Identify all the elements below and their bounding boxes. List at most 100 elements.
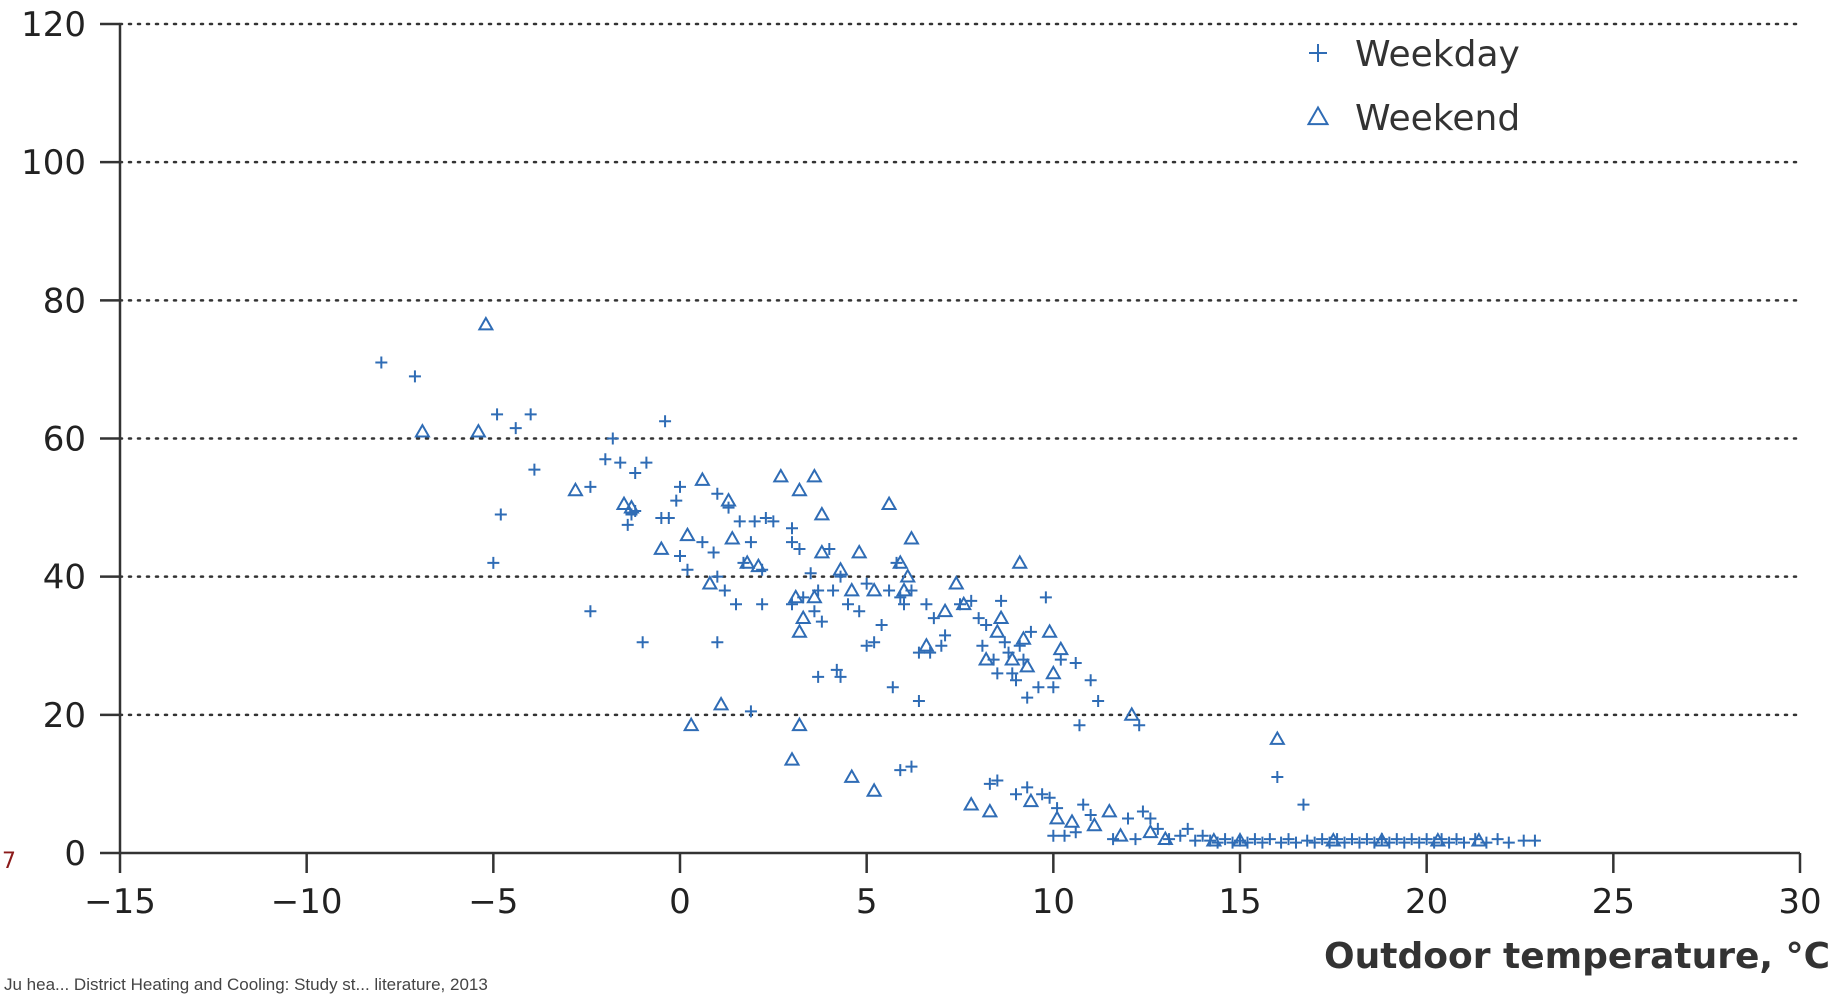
y-tick-label: 40 — [43, 558, 86, 598]
y-tick-label: 0 — [64, 834, 86, 874]
weekend-point — [850, 543, 868, 559]
weekday-point — [730, 598, 742, 611]
y-axis-ticks: 0 20 40 60 80 100 120 — [21, 5, 120, 874]
weekend-point — [794, 609, 812, 624]
weekday-point — [834, 570, 847, 583]
weekday-point — [1383, 836, 1396, 849]
source-footnote: Ju hea... District Heating and Cooling: … — [4, 975, 488, 994]
weekend-point — [1373, 832, 1391, 847]
weekday-point — [487, 556, 500, 569]
legend-weekday-marker — [1309, 44, 1327, 62]
weekend-point — [1429, 832, 1447, 847]
weekday-point — [965, 594, 978, 607]
weekday-point — [1021, 691, 1034, 704]
weekend-point — [738, 554, 756, 569]
weekday-point — [1316, 833, 1329, 846]
weekend-point — [1269, 730, 1286, 745]
weekday-point — [868, 636, 881, 649]
weekday-point — [1405, 833, 1418, 846]
weekday-point — [408, 370, 421, 383]
weekend-point — [1157, 830, 1174, 846]
weekend-point — [720, 492, 737, 507]
weekday-point — [898, 598, 910, 611]
weekday-point — [1196, 829, 1209, 842]
weekend-point — [623, 499, 640, 514]
x-tick-label: 0 — [669, 882, 691, 922]
legend-weekday-label: Weekday — [1355, 34, 1520, 75]
weekend-point — [1018, 657, 1036, 673]
weekday-point — [1047, 829, 1060, 842]
weekday-point — [886, 681, 899, 694]
weekend-point — [1470, 832, 1488, 847]
weekday-point — [972, 612, 985, 625]
weekday-point — [759, 511, 772, 524]
weekday-point — [1275, 836, 1288, 849]
weekend-point — [791, 481, 808, 497]
weekday-point — [924, 646, 937, 659]
weekday-point — [1092, 695, 1105, 708]
weekday-point — [786, 522, 798, 535]
weekday-point — [1129, 833, 1142, 846]
weekend-point — [470, 423, 487, 438]
weekday-point — [1069, 826, 1082, 839]
x-tick-label: 10 — [1032, 882, 1075, 922]
weekend-point — [895, 581, 913, 597]
weekday-point — [696, 536, 709, 549]
weekday-point — [1010, 674, 1022, 687]
weekday-point — [998, 636, 1011, 649]
x-tick-label: −15 — [84, 882, 156, 922]
weekday-point — [894, 764, 907, 777]
weekday-point — [860, 639, 873, 652]
weekday-point — [808, 605, 821, 618]
weekend-point — [783, 751, 801, 766]
weekday-point — [1502, 836, 1515, 849]
weekday-point — [1413, 836, 1426, 849]
weekday-point — [875, 619, 888, 632]
weekend-point — [977, 651, 995, 666]
x-tick-label: −10 — [271, 882, 343, 922]
weekend-point — [1231, 832, 1249, 847]
weekday-point — [1073, 719, 1086, 732]
weekday-point — [1219, 833, 1232, 846]
weekday-point — [912, 646, 925, 659]
weekday-point — [636, 636, 649, 649]
weekday-point — [823, 543, 836, 556]
weekday-point — [894, 591, 907, 604]
weekday-point — [1226, 836, 1239, 849]
weekday-point — [629, 467, 642, 480]
weekend-point — [992, 609, 1010, 624]
weekday-point — [1450, 833, 1463, 846]
weekend-point — [567, 481, 584, 497]
weekday-point — [1189, 834, 1202, 847]
weekday-point — [707, 546, 720, 559]
weekday-point — [1308, 836, 1321, 849]
weekday-point — [1144, 812, 1157, 825]
weekend-point — [813, 543, 831, 559]
weekday-point — [1398, 836, 1411, 849]
weekend-point — [843, 581, 860, 597]
weekend-point — [712, 695, 730, 711]
weekend-point — [791, 716, 808, 732]
weekday-point — [711, 570, 724, 583]
weekend-point — [1063, 813, 1081, 828]
weekday-point — [1443, 836, 1456, 849]
weekend-point — [750, 557, 767, 573]
weekday-point — [1021, 781, 1034, 794]
weekday-point — [842, 598, 854, 611]
triangle-icon — [1306, 105, 1330, 126]
weekday-point — [1390, 833, 1403, 846]
weekday-point — [659, 415, 672, 428]
weekday-point — [1024, 625, 1037, 638]
weekday-point — [793, 543, 806, 556]
weekend-point — [1048, 809, 1066, 825]
weekday-point — [812, 670, 825, 683]
weekday-point — [1346, 833, 1358, 846]
weekday-point — [1338, 836, 1351, 849]
weekend-point — [477, 315, 495, 331]
weekday-point — [1010, 788, 1022, 801]
x-tick-label: 20 — [1405, 882, 1448, 922]
weekend-point — [865, 581, 883, 597]
weekday-point — [912, 695, 925, 708]
y-tick-label: 60 — [43, 420, 86, 460]
weekday-point — [767, 515, 780, 528]
